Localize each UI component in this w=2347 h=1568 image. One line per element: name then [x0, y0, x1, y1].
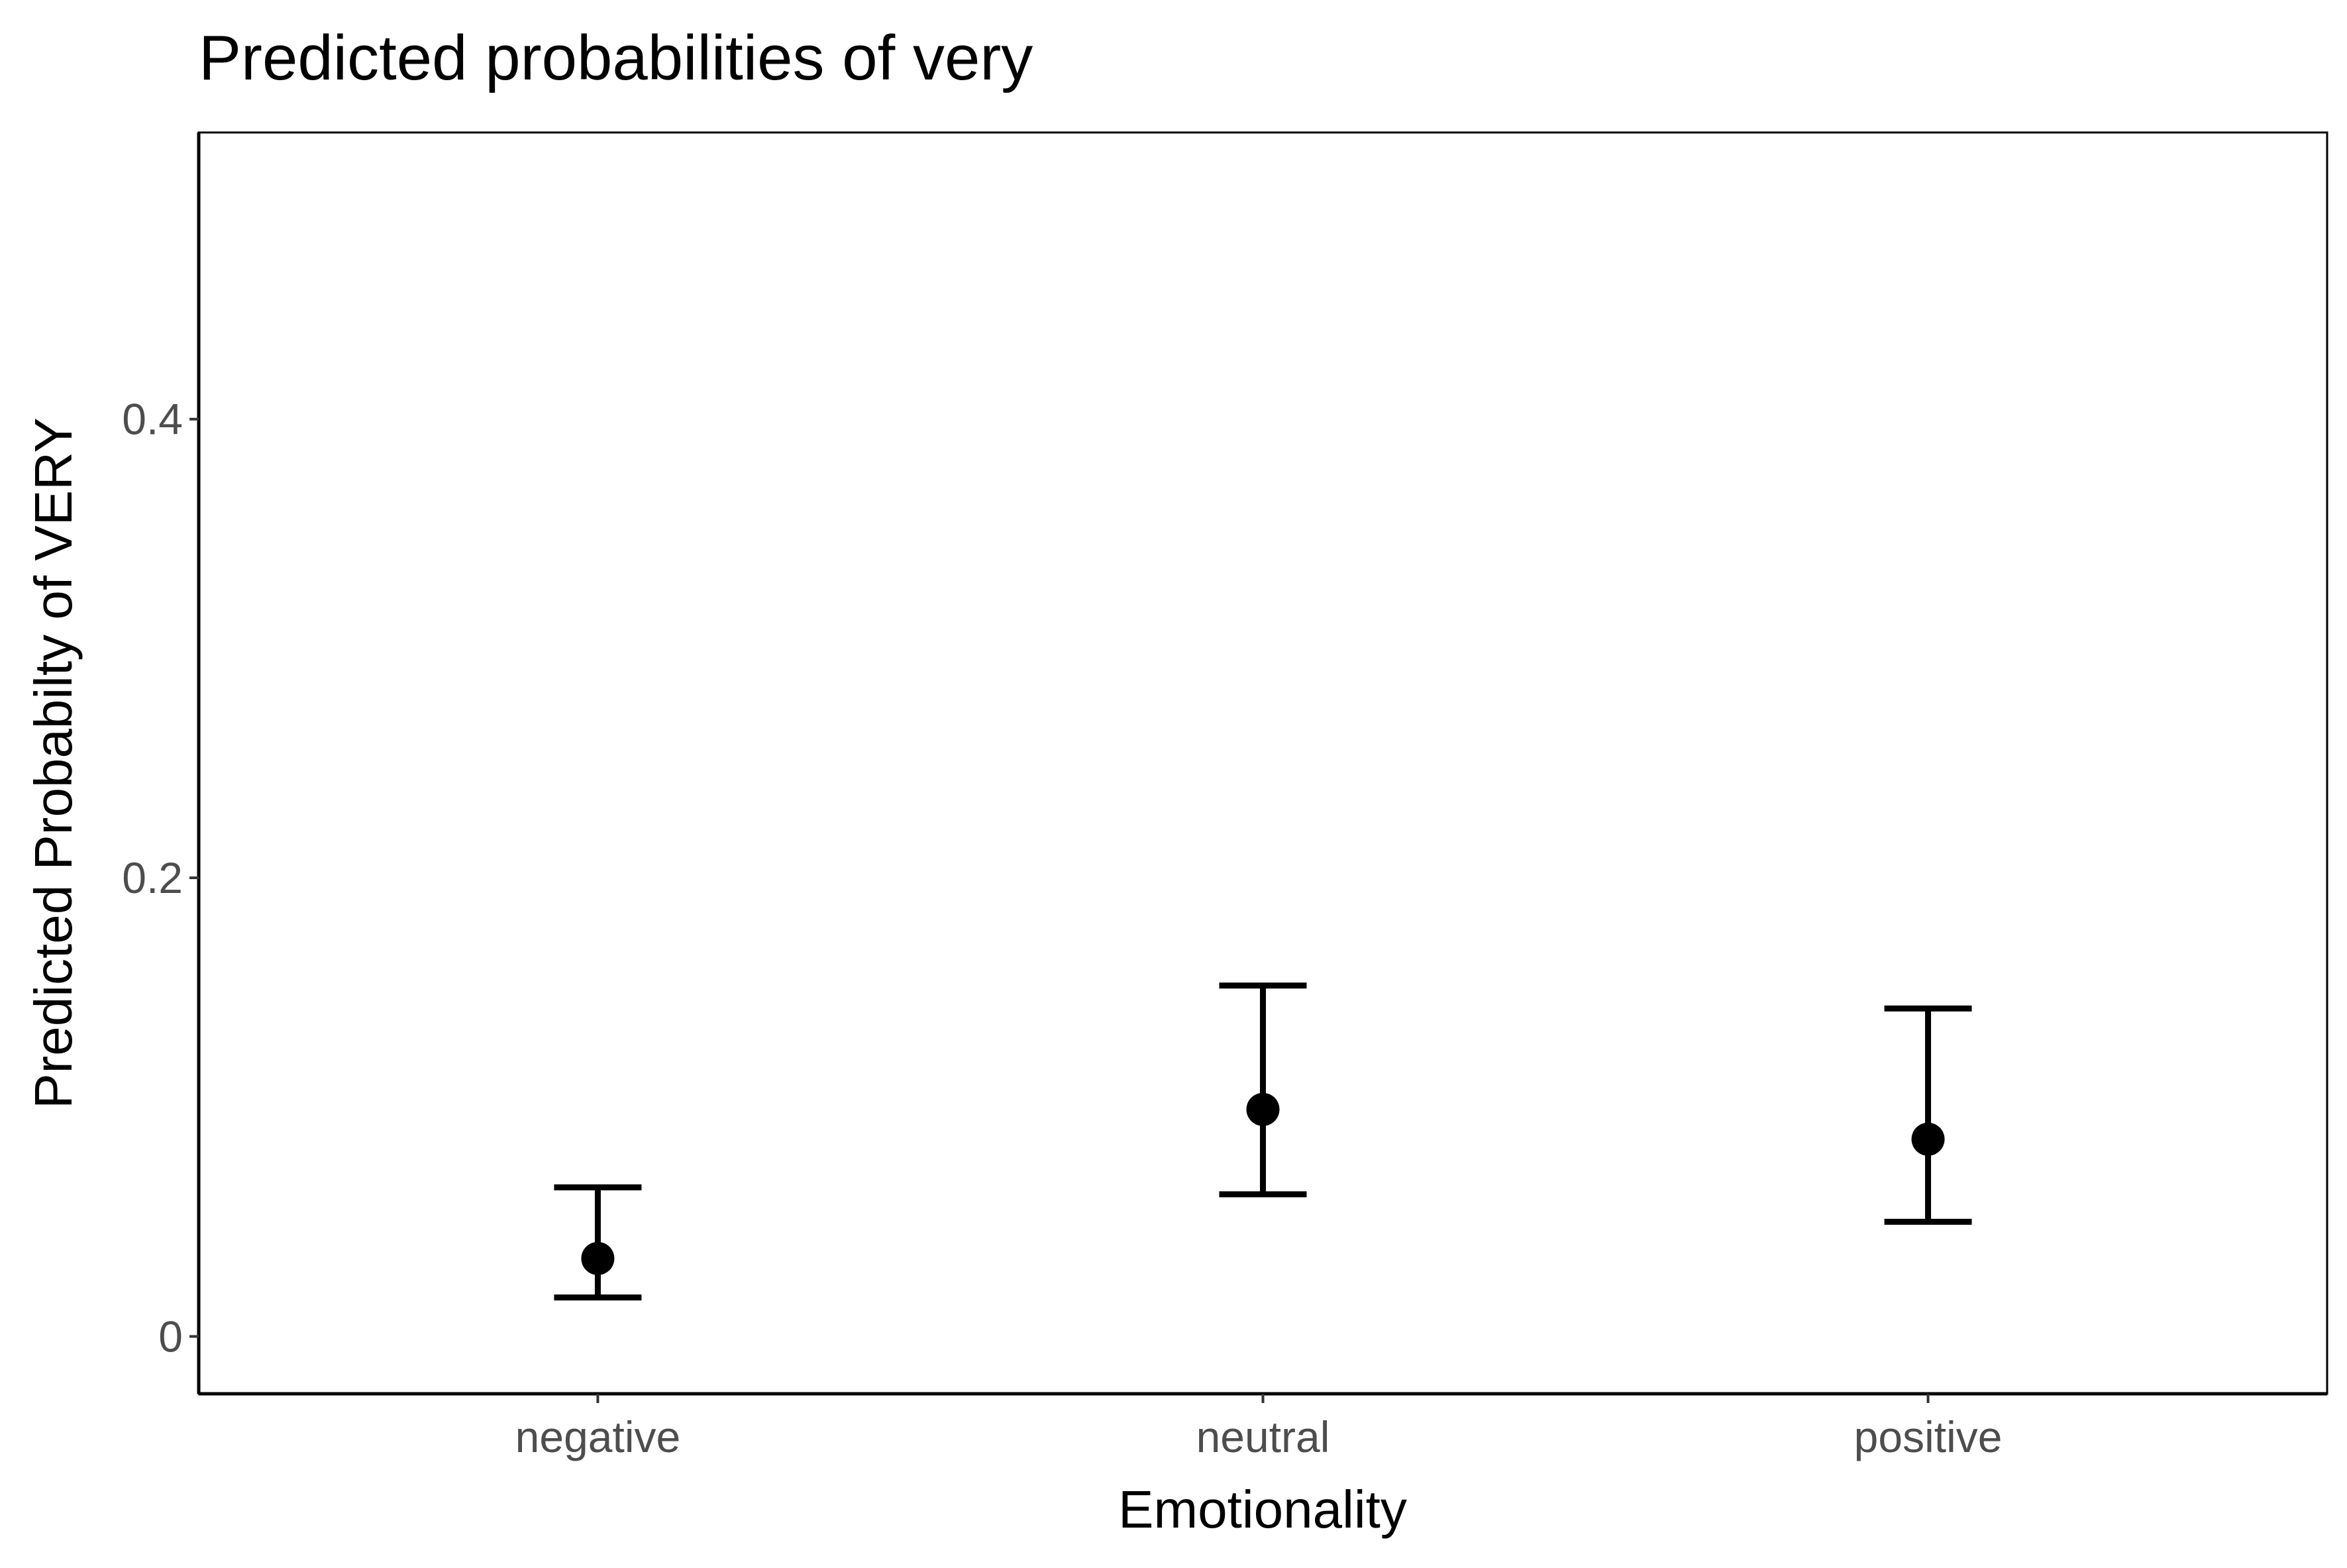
y-axis-title: Predicted Probabilty of VERY: [24, 417, 83, 1109]
x-axis-ticks: negative neutral positive: [515, 1394, 2003, 1461]
y-tick-label: 0.4: [122, 395, 183, 444]
data-point: [1911, 1122, 1945, 1156]
x-axis-title: Emotionality: [1118, 1480, 1407, 1539]
data-marks: [554, 982, 1972, 1301]
x-tick-label: neutral: [1196, 1412, 1330, 1461]
chart-title: Predicted probabilities of very: [199, 23, 1033, 93]
y-tick-label: 0: [158, 1312, 183, 1361]
x-tick-label: negative: [515, 1412, 681, 1461]
data-point: [1246, 1092, 1280, 1126]
y-tick-label: 0.2: [122, 853, 183, 902]
data-point: [581, 1241, 615, 1275]
x-tick-label: positive: [1854, 1412, 2003, 1461]
y-axis-ticks: 0 0.2 0.4: [122, 395, 199, 1361]
plot-panel: [197, 131, 2328, 1395]
